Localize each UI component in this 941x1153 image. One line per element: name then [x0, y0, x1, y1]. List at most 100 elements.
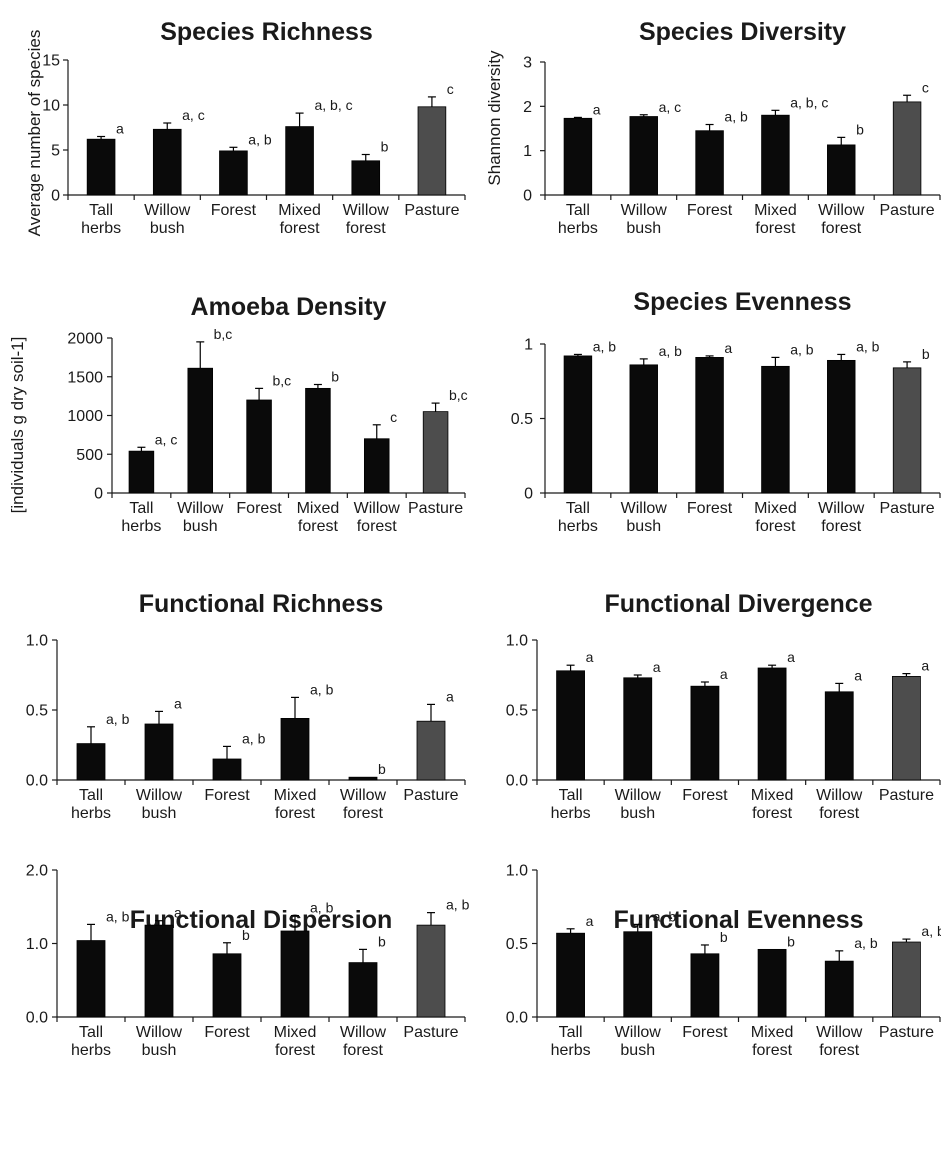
category-label: Willow [816, 1024, 863, 1041]
category-label: Willow [621, 202, 668, 219]
significance-label: b [242, 927, 250, 943]
category-label: Willow [343, 202, 390, 219]
bar [892, 676, 921, 781]
category-label: herbs [121, 518, 161, 535]
category-label: Pasture [408, 500, 463, 517]
bar [416, 720, 446, 781]
significance-label: a [720, 666, 728, 682]
significance-label: c [390, 409, 397, 425]
y-tick-label: 1 [523, 143, 532, 160]
significance-label: a [787, 649, 795, 665]
category-label: Pasture [880, 202, 935, 219]
chart-title: Species Diversity [639, 18, 846, 46]
bar [76, 743, 106, 781]
category-label: herbs [551, 805, 591, 822]
y-tick-label: 10 [42, 98, 60, 115]
significance-label: a, b [854, 935, 878, 951]
significance-label: a, b [856, 338, 880, 354]
category-label: Tall [559, 1024, 583, 1041]
category-label: Willow [615, 1024, 662, 1041]
y-tick-label: 0 [94, 486, 103, 503]
bar [348, 962, 378, 1018]
category-label: herbs [71, 1042, 111, 1059]
category-label: forest [298, 518, 339, 535]
category-label: Forest [204, 787, 250, 804]
bar [824, 960, 854, 1018]
category-label: Tall [79, 787, 103, 804]
significance-label: a, c [182, 107, 205, 123]
bar [563, 117, 593, 196]
category-label: bush [626, 518, 661, 535]
bar [757, 667, 787, 781]
category-label: Pasture [403, 787, 458, 804]
chart-title: Functional Dispersion [130, 906, 393, 934]
category-label: Forest [687, 202, 733, 219]
bar [187, 367, 214, 494]
bar [348, 776, 378, 781]
significance-label: a, b [790, 341, 814, 357]
category-label: Tall [79, 1024, 103, 1041]
y-tick-label: 1.0 [506, 633, 528, 650]
y-tick-label: 1.0 [26, 633, 48, 650]
significance-label: a, b [242, 730, 266, 746]
significance-label: b,c [449, 387, 468, 403]
category-label: forest [275, 1042, 316, 1059]
category-label: Forest [204, 1024, 250, 1041]
category-label: Tall [566, 202, 590, 219]
significance-label: a [653, 659, 661, 675]
category-label: Forest [211, 202, 257, 219]
bar [144, 723, 174, 781]
significance-label: a, b, c [314, 97, 352, 113]
category-label: Willow [818, 202, 865, 219]
y-tick-label: 1.0 [506, 863, 528, 880]
bar [416, 924, 446, 1018]
y-axis-label: [individuals g dry soil-1] [8, 337, 27, 514]
y-tick-label: 2.0 [26, 863, 48, 880]
category-label: Mixed [754, 500, 797, 517]
significance-label: a, b, c [790, 94, 828, 110]
category-label: forest [819, 1042, 860, 1059]
significance-label: a [586, 649, 594, 665]
category-label: Mixed [297, 500, 340, 517]
bar [623, 677, 653, 781]
bar [563, 355, 593, 494]
category-label: Forest [682, 1024, 728, 1041]
category-label: herbs [81, 220, 121, 237]
significance-label: a, b [248, 131, 272, 147]
category-label: forest [343, 1042, 384, 1059]
category-label: herbs [551, 1042, 591, 1059]
significance-label: a, c [155, 431, 178, 447]
y-tick-label: 0.0 [26, 773, 48, 790]
significance-label: b [922, 346, 930, 362]
category-label: herbs [558, 220, 598, 237]
bar [761, 365, 790, 494]
chart-panel-1: Species Richness Average number of specie… [25, 18, 466, 237]
y-tick-label: 0.5 [506, 936, 528, 953]
significance-label: b [720, 929, 728, 945]
category-label: Willow [615, 787, 662, 804]
category-label: bush [183, 518, 218, 535]
y-tick-label: 0.0 [506, 773, 528, 790]
y-tick-label: 0 [51, 188, 60, 205]
significance-label: a [586, 913, 594, 929]
significance-label: c [922, 79, 929, 95]
significance-label: a, b [593, 338, 617, 354]
y-tick-label: 2 [523, 99, 532, 116]
category-label: Willow [621, 500, 668, 517]
bar [892, 367, 922, 494]
category-label: bush [620, 805, 655, 822]
category-label: Mixed [751, 787, 794, 804]
category-label: forest [280, 220, 321, 237]
category-label: herbs [71, 805, 111, 822]
bar [629, 364, 658, 494]
category-label: forest [755, 220, 796, 237]
chart-title: Amoeba Density [191, 293, 387, 321]
significance-label: b [856, 121, 864, 137]
y-tick-label: 3 [523, 55, 532, 72]
bar [695, 130, 724, 196]
significance-label: b [378, 933, 386, 949]
significance-label: a, c [659, 99, 682, 115]
significance-label: b [381, 139, 389, 155]
